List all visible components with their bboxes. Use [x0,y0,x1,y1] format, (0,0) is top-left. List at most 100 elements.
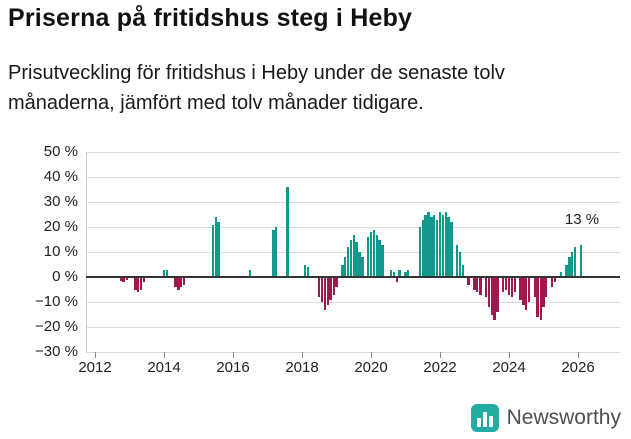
branding: Newsworthy [470,404,621,432]
bar-negative [332,277,335,295]
bar-negative [536,277,539,317]
x-axis-tick-label: 2022 [423,359,457,376]
bar-negative [395,277,399,282]
x-axis-tick [164,352,165,358]
bar-negative [122,277,125,282]
bar-positive [378,239,381,277]
bar-positive [214,217,217,277]
x-axis-tick-label: 2012 [78,359,112,376]
bar-negative [479,277,482,295]
bar-positive [407,269,410,277]
bar-negative [125,277,128,280]
bar-positive [361,257,364,277]
bar-positive [274,227,278,277]
bar-positive [430,217,433,277]
bar-negative [323,277,327,310]
y-axis-tick-label: 30 % [43,193,78,210]
y-axis-tick-label: 20 % [43,218,78,235]
bar-positive [421,219,424,277]
gridline [86,226,620,228]
y-axis-tick-label: 0 % [52,268,78,285]
x-axis-tick-label: 2018 [285,359,319,376]
bar-positive [358,252,361,277]
bar-positive [343,257,347,277]
bar-negative [525,277,528,310]
x-axis-tick [509,352,510,358]
bar-negative [493,277,496,320]
bar-positive [565,264,568,277]
bar-negative [545,277,548,297]
bar-positive [404,272,407,277]
bar-negative [326,277,330,305]
bar-negative [484,277,488,297]
bar-positive [346,247,350,277]
y-axis-line [86,152,87,352]
bar-positive [392,272,396,277]
bar-negative [496,277,499,312]
bar-negative [513,277,517,292]
bar-positive [441,214,444,277]
y-axis-tick-label: −10 % [35,293,78,310]
bar-negative [320,277,324,302]
bar-negative [180,277,183,287]
bar-positive [444,212,448,277]
gridline [86,326,620,328]
y-axis-tick-label: 10 % [43,243,78,260]
bar-positive [389,269,393,277]
bar-positive [372,229,375,277]
bar-positive [461,264,465,277]
bar-negative [550,277,554,287]
bar-positive [436,219,439,277]
bar-positive [306,267,310,277]
bar-positive [398,269,401,277]
bar-positive [341,264,344,277]
bar-negative [510,277,513,297]
x-axis-tick [578,352,579,358]
gridline [86,201,620,203]
bar-positive [286,187,289,277]
bar-positive [165,269,168,277]
branding-name: Newsworthy [506,406,621,429]
y-axis-tick-label: −30 % [35,343,78,360]
bar-positive [559,272,562,277]
bar-negative [527,277,531,302]
x-axis-tick-label: 2024 [492,359,526,376]
bar-negative [542,277,545,307]
x-axis-tick [95,352,96,358]
bar-negative [329,277,332,300]
bar-positive [456,244,459,277]
gridline [86,176,620,178]
bar-positive [427,212,430,277]
bar-positive [349,239,353,277]
bar-negative [490,277,493,315]
bar-positive [217,222,220,277]
bar-positive [352,234,355,277]
bar-positive [579,244,582,277]
bar-positive [450,222,453,277]
bar-negative [177,277,180,290]
newsworthy-logo-icon [470,404,499,432]
bar-negative [335,277,338,287]
bar-negative [139,277,143,290]
bar-negative [318,277,321,297]
bar-negative [473,277,476,290]
chart-subtitle: Prisutveckling för fritidshus i Heby und… [8,62,505,114]
bar-positive [369,232,373,277]
logo-bar [482,412,487,427]
zero-line [86,276,620,278]
y-axis-tick-label: 50 % [43,143,78,160]
bar-negative [507,277,511,295]
bar-negative [134,277,137,290]
bar-negative [487,277,491,307]
x-axis-tick [440,352,441,358]
bar-positive [568,257,571,277]
bar-positive [249,269,252,277]
bar-negative [476,277,479,292]
bar-positive [367,237,370,277]
gridline [86,151,620,153]
bar-negative [119,277,123,281]
x-axis-tick-label: 2026 [561,359,595,376]
x-axis-tick-label: 2020 [354,359,388,376]
